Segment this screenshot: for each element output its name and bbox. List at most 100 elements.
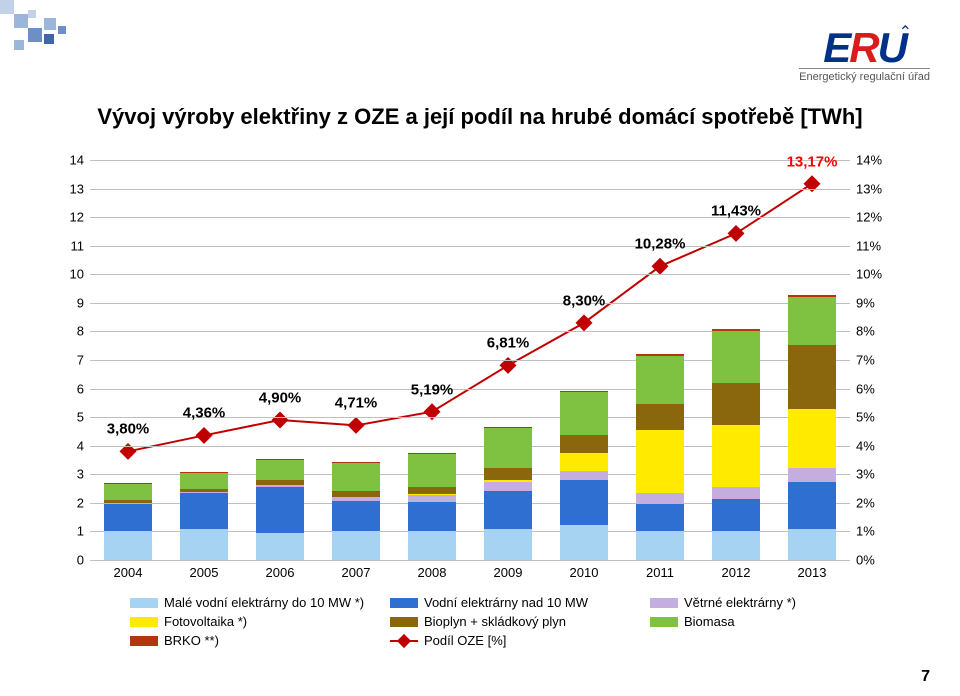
decor-square (14, 40, 24, 50)
bar-segment-vetrne (408, 495, 455, 502)
data-label: 10,28% (635, 236, 686, 253)
bar-segment-bioplyn (332, 491, 379, 497)
y-axis-right-tick: 7% (856, 353, 896, 368)
bar-segment-bioplyn (788, 345, 835, 409)
y-axis-right-tick: 14% (856, 153, 896, 168)
y-axis-left-tick: 14 (54, 153, 84, 168)
bar-segment-vetrne (180, 492, 227, 493)
bar-segment-vodni_nad (712, 499, 759, 530)
chart-plot-area: 00%11%22%33%44%55%66%77%88%99%1010%1111%… (90, 160, 850, 560)
legend-label: Větrné elektrárny *) (684, 595, 796, 610)
bar-segment-brko (332, 462, 379, 463)
chart-legend: Malé vodní elektrárny do 10 MW *)Vodní e… (130, 595, 870, 648)
bar-segment-bioplyn (408, 487, 455, 495)
bar-segment-vodni_nad (256, 487, 303, 533)
stacked-bar (180, 472, 227, 560)
gridline (90, 160, 850, 161)
y-axis-left-tick: 5 (54, 410, 84, 425)
x-axis-tick: 2013 (798, 565, 827, 580)
legend-swatch-line (390, 640, 418, 642)
bar-segment-vodni_nad (636, 504, 683, 531)
bar-segment-fotovoltaika (484, 480, 531, 483)
bar-segment-bioplyn (636, 404, 683, 431)
bar-segment-biomasa (180, 473, 227, 489)
bar-segment-biomasa (788, 297, 835, 345)
bar-segment-male_vodni (180, 529, 227, 560)
stacked-bar (332, 462, 379, 560)
bar-segment-biomasa (636, 356, 683, 404)
bar-segment-vodni_nad (332, 501, 379, 532)
bar-segment-biomasa (332, 463, 379, 491)
bar-segment-vetrne (788, 468, 835, 482)
y-axis-left-tick: 12 (54, 210, 84, 225)
data-label: 4,36% (183, 405, 226, 422)
legend-item: Větrné elektrárny *) (650, 595, 870, 610)
x-axis-tick: 2011 (646, 565, 674, 580)
decor-square (28, 28, 42, 42)
line-marker (576, 314, 593, 331)
legend-swatch (130, 636, 158, 646)
bar-segment-fotovoltaika (636, 430, 683, 492)
bar-segment-vodni_nad (484, 491, 531, 530)
bar-segment-male_vodni (332, 531, 379, 560)
y-axis-right-tick: 13% (856, 181, 896, 196)
bar-segment-male_vodni (484, 529, 531, 560)
legend-label: Fotovoltaika *) (164, 614, 247, 629)
y-axis-left-tick: 10 (54, 267, 84, 282)
y-axis-left-tick: 13 (54, 181, 84, 196)
data-label: 8,30% (563, 292, 606, 309)
bar-segment-male_vodni (408, 531, 455, 560)
y-axis-right-tick: 8% (856, 324, 896, 339)
bar-segment-fotovoltaika (788, 409, 835, 468)
bar-segment-male_vodni (636, 531, 683, 560)
line-marker (348, 417, 365, 434)
line-marker (804, 175, 821, 192)
y-axis-right-tick: 9% (856, 295, 896, 310)
bar-segment-brko (256, 459, 303, 460)
bar-segment-male_vodni (788, 529, 835, 560)
bar-segment-bioplyn (256, 480, 303, 485)
line-marker (728, 225, 745, 242)
line-marker (196, 427, 213, 444)
decor-square (44, 34, 54, 44)
stacked-bar (560, 391, 607, 560)
x-axis-tick: 2010 (570, 565, 599, 580)
decor-square (44, 18, 56, 30)
data-label: 3,80% (107, 421, 150, 438)
y-axis-left-tick: 4 (54, 438, 84, 453)
logo-letter: R (849, 24, 877, 71)
decor-square (0, 0, 14, 14)
data-label: 4,90% (259, 390, 302, 407)
y-axis-right-tick: 10% (856, 267, 896, 282)
y-axis-left-tick: 2 (54, 495, 84, 510)
y-axis-right-tick: 12% (856, 210, 896, 225)
bar-segment-vetrne (256, 485, 303, 486)
legend-swatch (650, 598, 678, 608)
y-axis-right-tick: 1% (856, 524, 896, 539)
y-axis-right-tick: 0% (856, 553, 896, 568)
bar-segment-brko (560, 391, 607, 392)
bar-segment-biomasa (560, 392, 607, 435)
data-label: 11,43% (711, 203, 761, 220)
y-axis-left-tick: 8 (54, 324, 84, 339)
bar-segment-vetrne (560, 471, 607, 481)
y-axis-right-tick: 3% (856, 467, 896, 482)
gridline (90, 246, 850, 247)
stacked-bar (484, 427, 531, 560)
logo: ⌃ ERU Energetický regulační úřad (799, 24, 930, 83)
y-axis-left-tick: 11 (54, 238, 84, 253)
decor-square (14, 14, 28, 28)
legend-item: Malé vodní elektrárny do 10 MW *) (130, 595, 390, 610)
stacked-bar (256, 459, 303, 560)
bar-segment-biomasa (484, 428, 531, 468)
data-label: 6,81% (487, 335, 530, 352)
decor-square (58, 26, 66, 34)
x-axis-tick: 2012 (722, 565, 751, 580)
y-axis-left-tick: 1 (54, 524, 84, 539)
x-axis-tick: 2008 (418, 565, 447, 580)
bar-segment-biomasa (104, 483, 151, 499)
data-label: 5,19% (411, 381, 454, 398)
bar-segment-biomasa (712, 331, 759, 383)
bar-segment-vodni_nad (180, 492, 227, 529)
gridline (90, 189, 850, 190)
